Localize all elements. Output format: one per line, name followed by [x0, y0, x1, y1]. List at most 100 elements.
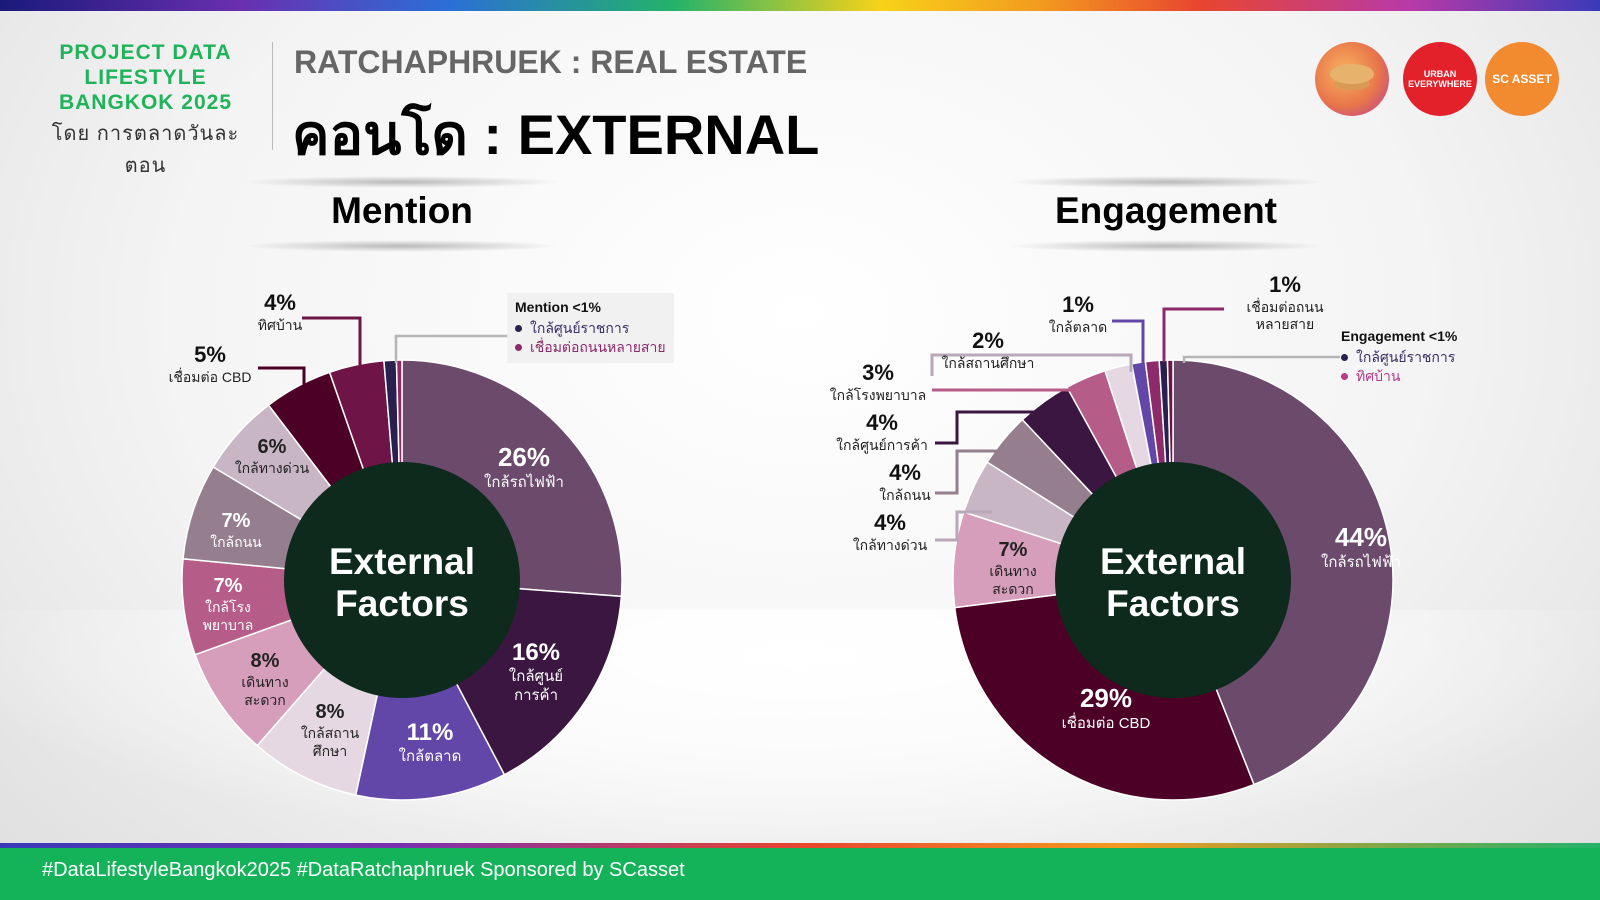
sc-asset-logo: SC ASSET — [1485, 42, 1559, 116]
legend-item: เชื่อมต่อถนนหลายสาย — [515, 338, 666, 357]
title-shadow-bottom — [1006, 240, 1326, 252]
slice-category-label: ใกล้สถาน — [301, 725, 360, 741]
slice-category-label: ใกล้ทางด่วน — [235, 460, 310, 476]
slice-value-label: 2% — [972, 328, 1004, 353]
center-label: External — [329, 541, 475, 582]
slice-value-label: 4% — [889, 460, 921, 485]
brand-block: PROJECT DATA LIFESTYLE BANGKOK 2025 โดย … — [38, 40, 253, 181]
brand-line-3: BANGKOK 2025 — [58, 91, 233, 114]
leader-line — [1162, 307, 1224, 362]
mention-title-text: Mention — [331, 190, 473, 231]
leader-line — [1112, 319, 1145, 367]
mention-section-title: Mention — [242, 176, 562, 252]
title-shadow-top — [1006, 176, 1326, 188]
center-label: Factors — [1106, 583, 1240, 624]
slice-category-label: ใกล้รถไฟฟ้า — [1321, 553, 1401, 571]
slice-category-label: เชื่อมต่อถนน — [1246, 298, 1323, 315]
slice-value-label: 16% — [512, 639, 560, 666]
slice-category-label: การค้า — [514, 687, 558, 704]
title-shadow-bottom — [242, 240, 562, 252]
mascot-logo — [1315, 42, 1389, 116]
leader-line — [935, 410, 1048, 445]
legend-label: ใกล้ศูนย์ราชการ — [530, 320, 630, 336]
slice-value-label: 8% — [251, 650, 280, 672]
legend-dot — [1341, 373, 1348, 380]
slice-value-label: 3% — [862, 360, 894, 385]
slice-value-label: 6% — [258, 436, 287, 458]
header-divider — [272, 42, 273, 150]
footer-color-strip — [0, 843, 1600, 848]
engagement-title-text: Engagement — [1054, 190, 1278, 231]
leader-line — [258, 366, 306, 385]
leader-line — [302, 316, 362, 365]
legend-guide-line — [394, 334, 510, 363]
leader-line — [935, 510, 992, 542]
mention-small-legend: Mention <1% ใกล้ศูนย์ราชการ เชื่อมต่อถนน… — [507, 293, 674, 363]
slice-category-label: ใกล้สถานศึกษา — [942, 355, 1035, 371]
slice-category-label: ใกล้โรง — [205, 599, 251, 615]
slice-category-label: ใกล้โรงพยาบาล — [830, 387, 926, 403]
engagement-small-legend-title: Engagement <1% — [1341, 328, 1458, 344]
engagement-section-title: Engagement — [1006, 176, 1326, 252]
legend-label: ทิศบ้าน — [1356, 368, 1401, 384]
center-label: External — [1100, 541, 1246, 582]
slice-category-label: เดินทาง — [989, 563, 1036, 579]
slice-value-label: 1% — [1269, 272, 1301, 297]
slice-value-label: 4% — [874, 510, 906, 535]
slice-category-label: พยาบาล — [203, 617, 254, 633]
page-title: คอนโด : EXTERNAL — [292, 103, 820, 166]
legend-dot — [515, 325, 522, 332]
brand-subtitle: โดย การตลาดวันละตอน — [51, 123, 240, 177]
brand-line-1: PROJECT DATA — [59, 41, 232, 64]
slice-category-label: ใกล้ตลาด — [399, 747, 462, 765]
slice-category-label: เชื่อมต่อ CBD — [1062, 712, 1151, 732]
slice-category-label: ทิศบ้าน — [258, 317, 303, 333]
mention-small-legend-title: Mention <1% — [515, 299, 601, 315]
slice-value-label: 1% — [1062, 292, 1094, 317]
title-shadow-top — [242, 176, 562, 188]
footer-bar: #DataLifestyleBangkok2025 #DataRatchaphr… — [0, 843, 1600, 900]
engagement-small-legend: Engagement <1% ใกล้ศูนย์ราชการ ทิศบ้าน — [1333, 322, 1465, 392]
top-color-bar — [0, 0, 1600, 11]
slice-category-label: เดินทาง — [241, 674, 288, 690]
slice-value-label: 44% — [1335, 522, 1387, 552]
leader-line — [930, 353, 1133, 376]
slice-category-label: ใกล้ถนน — [879, 487, 931, 503]
slice-category-label: สะดวก — [992, 581, 1034, 597]
slice-category-label: ศึกษา — [313, 743, 347, 759]
legend-dot — [1341, 354, 1348, 361]
slice-category-label: ใกล้ทางด่วน — [853, 537, 928, 553]
slice-value-label: 26% — [498, 442, 550, 472]
slice-category-label: สะดวก — [244, 692, 286, 708]
urban-everywhere-logo: URBAN EVERYWHERE — [1403, 42, 1477, 116]
slice-category-label: ใกล้ถนน — [210, 534, 262, 550]
legend-item: ทิศบ้าน — [1341, 367, 1457, 386]
legend-label: เชื่อมต่อถนนหลายสาย — [530, 339, 666, 355]
brand-line-2: LIFESTYLE — [84, 66, 207, 89]
pie-charts: ExternalFactors26%ใกล้รถไฟฟ้า16%ใกล้ศูนย… — [168, 272, 1401, 801]
slice-value-label: 4% — [866, 410, 898, 435]
slice-category-label: หลายสาย — [1256, 316, 1314, 332]
slice-category-label: เชื่อมต่อ CBD — [169, 368, 252, 385]
slice-category-label: ใกล้ศูนย์การค้า — [836, 437, 928, 454]
pie-center-hole — [284, 462, 520, 698]
slice-value-label: 7% — [999, 539, 1028, 561]
slice-category-label: ใกล้ศูนย์ — [509, 667, 563, 685]
slice-value-label: 29% — [1080, 683, 1132, 713]
legend-item: ใกล้ศูนย์ราชการ — [515, 319, 666, 338]
footer-text: #DataLifestyleBangkok2025 #DataRatchaphr… — [42, 859, 685, 881]
slice-value-label: 7% — [214, 575, 243, 597]
legend-guide-line — [1182, 355, 1340, 363]
slice-category-label: ใกล้รถไฟฟ้า — [484, 473, 564, 491]
pie-center-hole — [1055, 462, 1291, 698]
slice-value-label: 5% — [194, 342, 226, 367]
legend-label: ใกล้ศูนย์ราชการ — [1356, 349, 1456, 365]
pie-chart-2: ExternalFactors44%ใกล้รถไฟฟ้า29%เชื่อมต่… — [830, 272, 1401, 801]
center-label: Factors — [335, 583, 469, 624]
slice-value-label: 7% — [222, 510, 251, 532]
slice-category-label: ใกล้ตลาด — [1049, 319, 1108, 335]
leader-line — [935, 449, 1017, 495]
legend-dot — [515, 344, 522, 351]
slice-value-label: 8% — [316, 701, 345, 723]
